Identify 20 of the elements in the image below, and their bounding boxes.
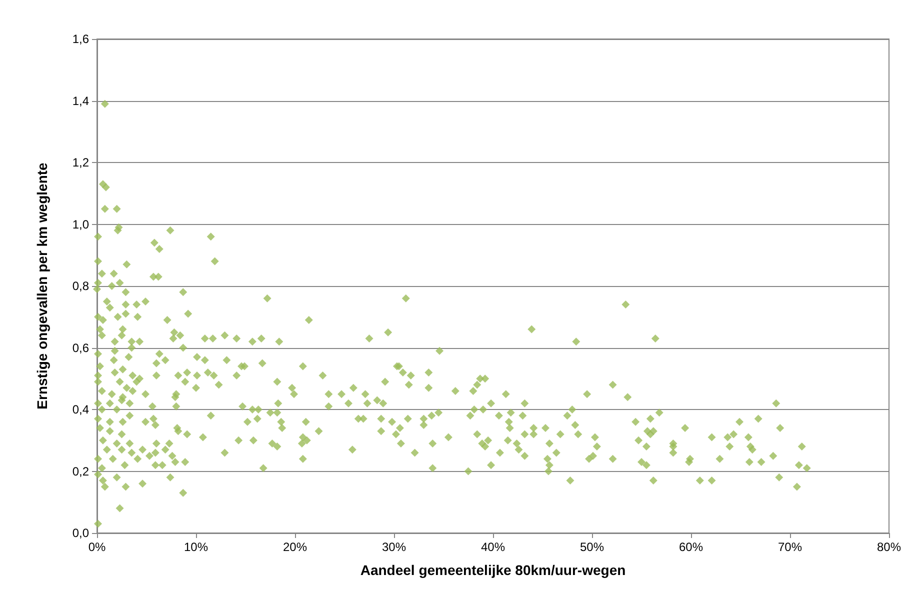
y-tick-label: 1,4 xyxy=(72,94,90,108)
x-tick-label: 50% xyxy=(580,540,604,554)
y-axis-title: Ernstige ongevallen per km weglente xyxy=(34,162,50,410)
y-tick-label: 0,8 xyxy=(72,279,90,293)
x-tick-label: 0% xyxy=(88,540,106,554)
x-tick-label: 10% xyxy=(184,540,208,554)
y-tick-label: 0,0 xyxy=(72,526,90,540)
x-tick-label: 70% xyxy=(778,540,802,554)
x-axis-title: Aandeel gemeentelijke 80km/uur-wegen xyxy=(360,562,626,578)
x-tick-label: 20% xyxy=(282,540,308,554)
x-tick-label: 40% xyxy=(480,540,506,554)
x-tick-label: 60% xyxy=(678,540,704,554)
y-tick-label: 0,6 xyxy=(72,340,90,355)
y-tick-label: 0,2 xyxy=(72,464,90,478)
y-tick-label: 1,2 xyxy=(72,156,90,170)
y-tick-label: 1,6 xyxy=(72,32,90,46)
x-tick-label: 80% xyxy=(876,540,902,554)
x-tick-label: 30% xyxy=(382,540,406,554)
y-tick-label: 0,4 xyxy=(72,402,90,416)
y-tick-label: 1,0 xyxy=(72,217,90,232)
